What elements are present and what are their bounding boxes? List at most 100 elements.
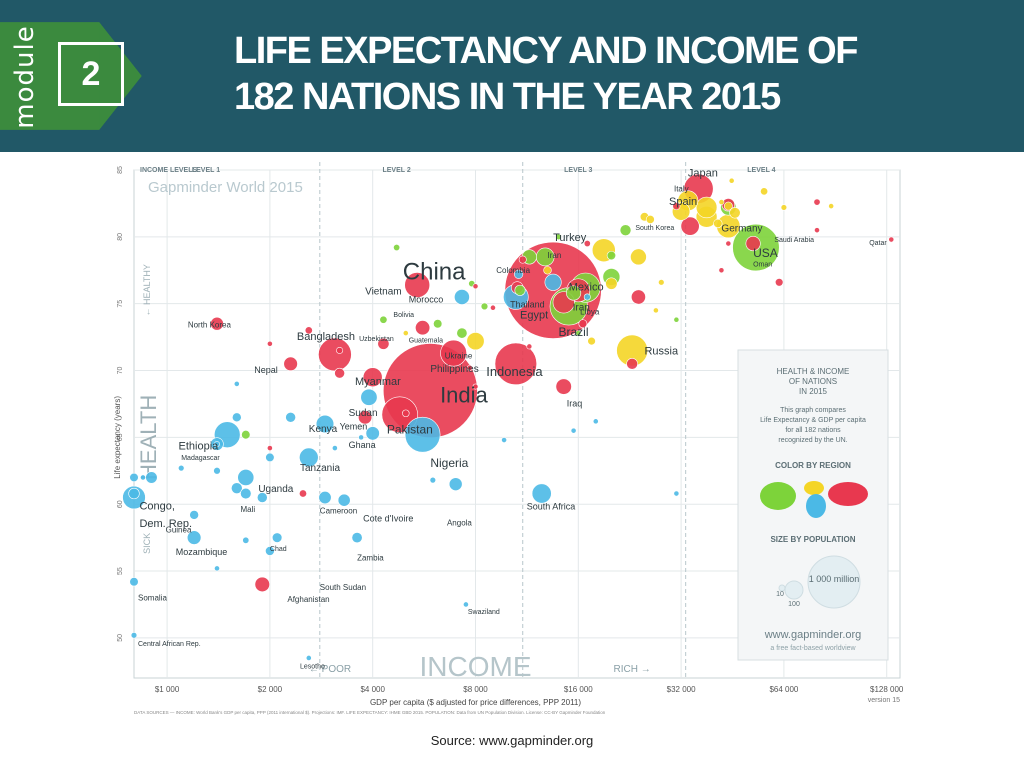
point-label: Afghanistan: [287, 595, 329, 604]
data-point: [728, 177, 735, 184]
point-label: Saudi Arabia: [774, 237, 814, 244]
data-point: [494, 342, 538, 386]
data-point: [566, 285, 582, 301]
title-banner: module 2 LIFE EXPECTANCY AND INCOME OF 1…: [0, 0, 1024, 152]
data-point: [266, 340, 273, 347]
data-point: [214, 565, 220, 572]
point-label: Iran: [548, 251, 562, 260]
point-label: Uganda: [258, 484, 293, 495]
info-body-line: for all 182 nations: [785, 427, 841, 434]
data-point: [337, 493, 351, 507]
data-point: [265, 452, 275, 463]
size-by-population-label: SIZE BY POPULATION: [770, 535, 855, 544]
point-label: Thailand: [510, 300, 545, 310]
data-point: [415, 320, 431, 336]
data-point: [828, 203, 835, 209]
data-point: [570, 427, 577, 434]
data-point: [718, 199, 725, 205]
point-label: Iraq: [567, 399, 583, 409]
x-tick-label: $128 000: [870, 685, 904, 694]
point-label: Mali: [240, 505, 255, 514]
data-point: [543, 266, 552, 275]
data-point: [304, 326, 313, 335]
point-label: Tanzania: [300, 463, 340, 474]
data-point: [237, 469, 255, 486]
point-label: Colombia: [496, 266, 530, 275]
version-label: version 15: [868, 697, 900, 704]
point-label: Central African Rep.: [138, 641, 201, 648]
data-point: [592, 418, 599, 425]
info-body-line: recognized by the UN.: [778, 437, 847, 444]
title-line-1: LIFE EXPECTANCY AND INCOME OF: [234, 30, 858, 72]
point-label: Congo,: [139, 501, 174, 513]
pop-legend-medium: [784, 580, 804, 600]
data-point: [402, 330, 409, 336]
data-point: [813, 198, 821, 206]
data-point: [377, 337, 390, 350]
region-swatch-asia: [828, 482, 868, 506]
info-heading-line: IN 2015: [799, 387, 828, 396]
data-point: [429, 476, 437, 484]
y-tick-label: 75: [117, 300, 124, 308]
point-label: Ghana: [349, 440, 376, 450]
gapminder-site: www.gapminder.org: [764, 629, 862, 641]
region-swatch-americas: [760, 482, 796, 510]
data-point: [514, 284, 526, 296]
data-point: [318, 337, 352, 372]
data-point: [448, 477, 463, 491]
point-label: Yemen: [340, 421, 368, 431]
poor-label: ← POOR: [309, 664, 351, 675]
data-point: [454, 289, 470, 305]
info-heading-line: HEALTH & INCOME: [777, 367, 850, 376]
chart-title: Gapminder World 2015: [148, 179, 303, 196]
income-level-label: LEVEL 3: [564, 167, 592, 174]
info-body-line: This graph compares: [780, 407, 846, 414]
point-label: Ukraine: [445, 351, 473, 360]
data-point: [780, 204, 788, 211]
point-label: Angola: [447, 519, 472, 528]
data-point: [299, 489, 307, 498]
point-label: China: [403, 259, 466, 286]
income-level-label: LEVEL 2: [382, 167, 410, 174]
data-point: [606, 250, 617, 261]
data-point: [626, 358, 638, 370]
point-label: Guatemala: [409, 337, 443, 344]
info-body-line: Life Expectancy & GDP per capita: [760, 417, 866, 424]
title-line-2: 182 NATIONS IN THE YEAR 2015: [234, 76, 781, 118]
point-label: South Korea: [635, 225, 674, 232]
data-point: [254, 576, 270, 593]
point-label: Pakistan: [387, 422, 433, 436]
pop-legend-small: [778, 584, 786, 592]
data-point: [129, 472, 139, 483]
y-tick-label: 65: [117, 433, 124, 441]
data-point: [140, 474, 146, 481]
data-point: [256, 492, 268, 503]
data-point: [404, 272, 431, 298]
point-label: South Sudan: [320, 583, 366, 592]
point-label: Cameroon: [320, 507, 357, 516]
data-point: [631, 289, 646, 305]
pop-legend-large: [807, 555, 861, 609]
point-label: Nigeria: [430, 456, 468, 470]
income-axis-word: INCOME: [420, 651, 532, 682]
data-point: [189, 510, 199, 520]
point-label: Chad: [270, 546, 287, 553]
data-point: [233, 380, 240, 387]
data-point: [456, 327, 468, 339]
data-point: [240, 487, 252, 500]
data-point: [605, 277, 618, 290]
x-tick-label: $16 000: [564, 685, 593, 694]
data-point: [283, 356, 298, 372]
data-point: [514, 269, 524, 279]
data-point: [128, 487, 140, 500]
data-point: [463, 601, 469, 608]
data-point: [466, 332, 485, 351]
footnote: DATA SOURCES — INCOME: World Bank's GDP …: [134, 710, 606, 715]
color-by-region-label: COLOR BY REGION: [775, 461, 851, 470]
info-heading-line: OF NATIONS: [789, 377, 837, 386]
point-label: Sudan: [349, 408, 378, 419]
point-label: Guinea: [166, 525, 192, 534]
point-label: Bangladesh: [297, 331, 355, 343]
data-point: [178, 464, 185, 472]
gapminder-tagline: a free fact-based worldview: [770, 645, 856, 652]
